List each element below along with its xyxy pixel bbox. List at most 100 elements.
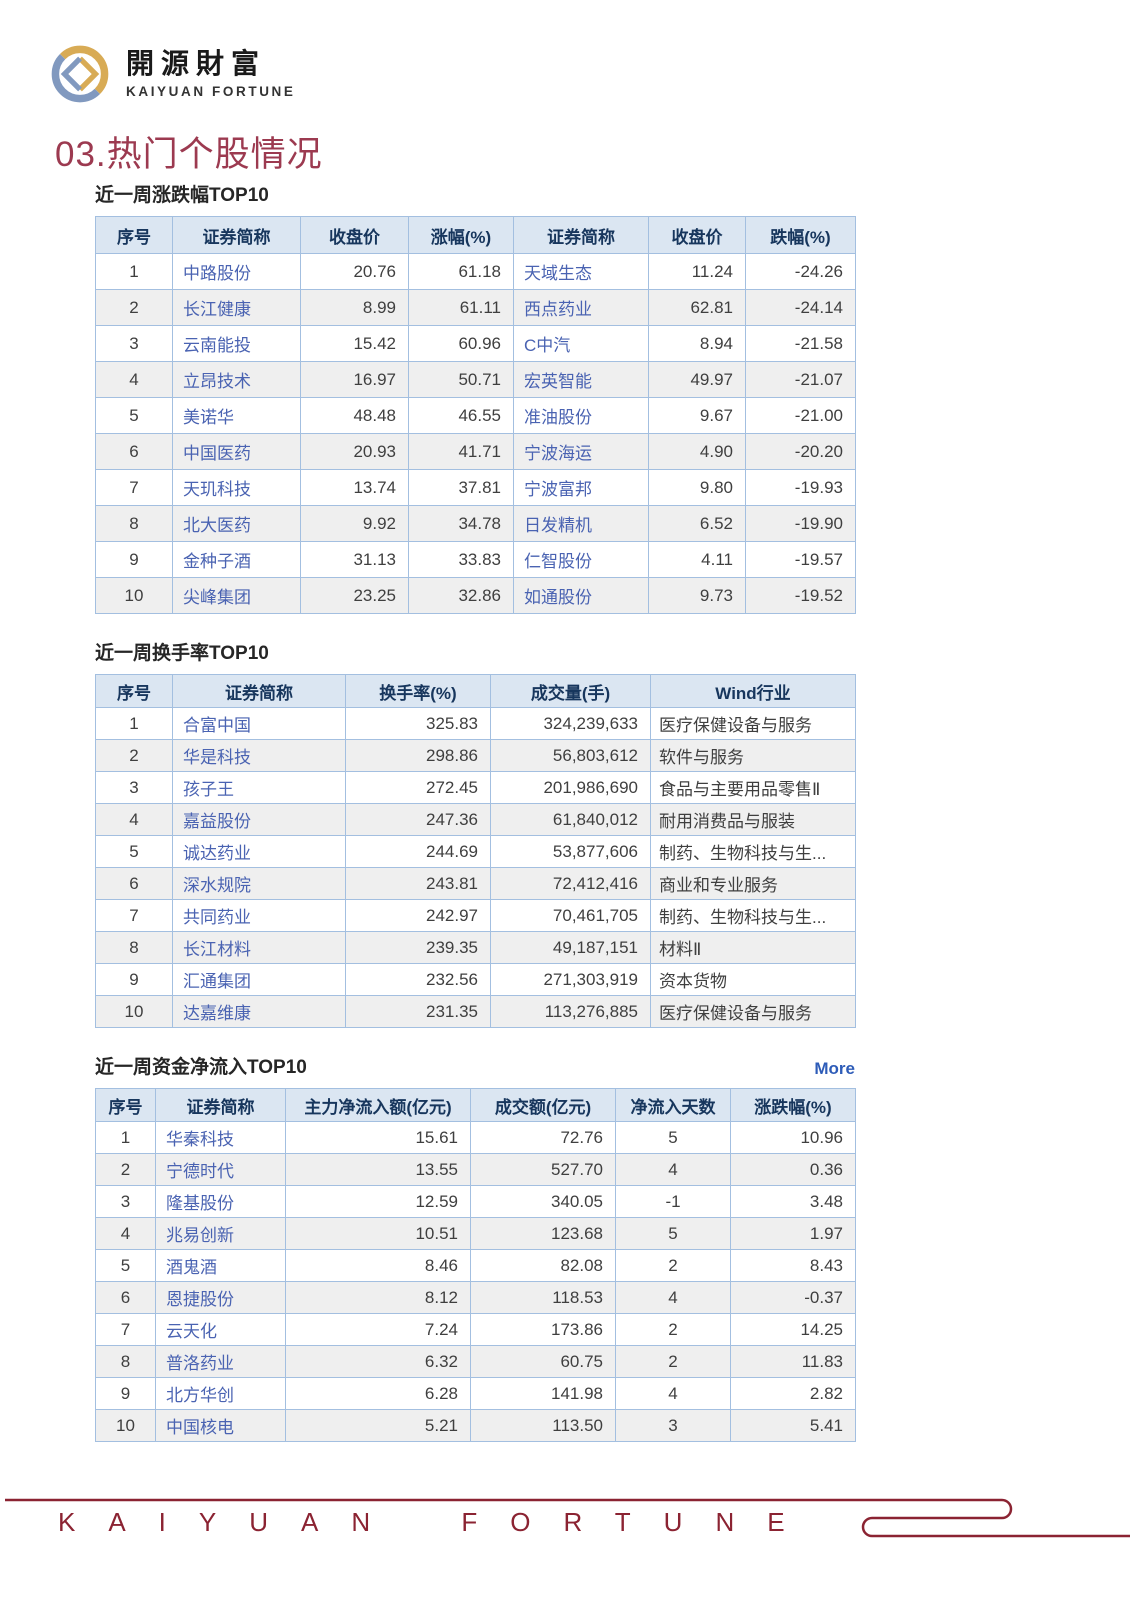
stock-link[interactable]: 中国医药 xyxy=(172,433,301,470)
weekly-change-table: 序号 证券简称 收盘价 涨幅(%) 证券简称 收盘价 跌幅(%) 1 中路股份 20.76 61.… xyxy=(95,216,856,614)
stock-link[interactable]: 准油股份 xyxy=(513,397,649,434)
more-link[interactable]: More xyxy=(814,1059,855,1078)
stock-link[interactable]: 天域生态 xyxy=(513,253,649,290)
table-row: 8 长江材料 239.35 49,187,151 材料Ⅱ xyxy=(95,931,856,964)
stock-link[interactable]: 金种子酒 xyxy=(172,541,301,578)
table-row: 2 华是科技 298.86 56,803,612 软件与服务 xyxy=(95,739,856,772)
stock-link[interactable]: 美诺华 xyxy=(172,397,301,434)
table-cell: 243.81 xyxy=(345,867,491,900)
table-cell: 141.98 xyxy=(470,1377,616,1410)
table-cell: 61.11 xyxy=(408,289,514,326)
table-cell: 6 xyxy=(95,867,173,900)
table-cell: 2 xyxy=(95,289,173,326)
table-cell: 232.56 xyxy=(345,963,491,996)
table-cell: 医疗保健设备与服务 xyxy=(650,995,856,1028)
stock-link[interactable]: 普洛药业 xyxy=(155,1345,286,1378)
stock-link[interactable]: 中路股份 xyxy=(172,253,301,290)
stock-link[interactable]: 西点药业 xyxy=(513,289,649,326)
section-title: 近一周涨跌幅TOP10 xyxy=(95,185,269,206)
stock-link[interactable]: 云南能投 xyxy=(172,325,301,362)
table-cell: 72.76 xyxy=(470,1121,616,1154)
column-header: 成交额(亿元) xyxy=(470,1088,616,1122)
stock-link[interactable]: 合富中国 xyxy=(172,707,346,740)
table-cell: 61.18 xyxy=(408,253,514,290)
table-cell: 6 xyxy=(95,1281,156,1314)
column-header: 证券简称 xyxy=(172,216,301,254)
stock-link[interactable]: 诚达药业 xyxy=(172,835,346,868)
footer-wordmark: KAIYUAN FORTUNE xyxy=(58,1507,818,1537)
table-cell: 医疗保健设备与服务 xyxy=(650,707,856,740)
column-header: 证券简称 xyxy=(513,216,649,254)
stock-link[interactable]: 北大医药 xyxy=(172,505,301,542)
table-cell: 34.78 xyxy=(408,505,514,542)
stock-link[interactable]: 如通股份 xyxy=(513,577,649,614)
table-row: 6 恩捷股份 8.12 118.53 4 -0.37 xyxy=(95,1281,856,1314)
table-cell: 3 xyxy=(95,771,173,804)
stock-link[interactable]: 中国核电 xyxy=(155,1409,286,1442)
table-cell: 325.83 xyxy=(345,707,491,740)
table-cell: 0.36 xyxy=(730,1153,856,1186)
stock-link[interactable]: 长江材料 xyxy=(172,931,346,964)
column-header: 序号 xyxy=(95,216,173,254)
table-cell: 4 xyxy=(615,1281,731,1314)
table-cell: 资本货物 xyxy=(650,963,856,996)
table-cell: -24.26 xyxy=(745,253,856,290)
table-cell: 8 xyxy=(95,505,173,542)
stock-link[interactable]: 宏英智能 xyxy=(513,361,649,398)
stock-link[interactable]: 立昂技术 xyxy=(172,361,301,398)
stock-link[interactable]: 宁波海运 xyxy=(513,433,649,470)
table-cell: 4 xyxy=(615,1377,731,1410)
stock-link[interactable]: 嘉益股份 xyxy=(172,803,346,836)
table-cell: 10 xyxy=(95,995,173,1028)
stock-link[interactable]: 孩子王 xyxy=(172,771,346,804)
table-cell: 2 xyxy=(615,1345,731,1378)
stock-link[interactable]: 达嘉维康 xyxy=(172,995,346,1028)
table-cell: 9.92 xyxy=(300,505,409,542)
column-header: Wind行业 xyxy=(650,674,856,708)
stock-link[interactable]: 共同药业 xyxy=(172,899,346,932)
stock-link[interactable]: 兆易创新 xyxy=(155,1217,286,1250)
table-cell: -0.37 xyxy=(730,1281,856,1314)
table-cell: -21.58 xyxy=(745,325,856,362)
stock-link[interactable]: 酒鬼酒 xyxy=(155,1249,286,1282)
table-cell: 3 xyxy=(615,1409,731,1442)
column-header: 跌幅(%) xyxy=(745,216,856,254)
table-row: 1 华秦科技 15.61 72.76 5 10.96 xyxy=(95,1121,856,1154)
stock-link[interactable]: 华是科技 xyxy=(172,739,346,772)
table-cell: 4 xyxy=(95,803,173,836)
table-cell: 242.97 xyxy=(345,899,491,932)
stock-link[interactable]: 华秦科技 xyxy=(155,1121,286,1154)
stock-link[interactable]: 隆基股份 xyxy=(155,1185,286,1218)
stock-link[interactable]: 宁德时代 xyxy=(155,1153,286,1186)
stock-link[interactable]: 仁智股份 xyxy=(513,541,649,578)
table-cell: 8.12 xyxy=(285,1281,471,1314)
stock-link[interactable]: 长江健康 xyxy=(172,289,301,326)
table-cell: 13.74 xyxy=(300,469,409,506)
footer-ribbon-line xyxy=(5,1498,1130,1538)
stock-link[interactable]: 云天化 xyxy=(155,1313,286,1346)
table-cell: 46.55 xyxy=(408,397,514,434)
table-cell: 6 xyxy=(95,433,173,470)
table-cell: 2 xyxy=(95,1153,156,1186)
stock-link[interactable]: 尖峰集团 xyxy=(172,577,301,614)
table-cell: 4.11 xyxy=(648,541,746,578)
table-cell: 9 xyxy=(95,1377,156,1410)
stock-link[interactable]: 日发精机 xyxy=(513,505,649,542)
stock-link[interactable]: C中汽 xyxy=(513,325,649,362)
table-cell: 1.97 xyxy=(730,1217,856,1250)
table-row: 6 中国医药 20.93 41.71 宁波海运 4.90 -20.20 xyxy=(95,433,856,470)
table-cell: 3 xyxy=(95,1185,156,1218)
table-cell: 9 xyxy=(95,963,173,996)
stock-link[interactable]: 恩捷股份 xyxy=(155,1281,286,1314)
stock-link[interactable]: 北方华创 xyxy=(155,1377,286,1410)
table-cell: 制药、生物科技与生... xyxy=(650,899,856,932)
table-row: 5 诚达药业 244.69 53,877,606 制药、生物科技与生... xyxy=(95,835,856,868)
stock-link[interactable]: 宁波富邦 xyxy=(513,469,649,506)
stock-link[interactable]: 天玑科技 xyxy=(172,469,301,506)
table-cell: 11.24 xyxy=(648,253,746,290)
content: 近一周涨跌幅TOP10 序号 证券简称 收盘价 涨幅(%) 证券简称 收盘价 跌幅(%) 1… xyxy=(95,180,856,1466)
stock-link[interactable]: 汇通集团 xyxy=(172,963,346,996)
table-cell: 4.90 xyxy=(648,433,746,470)
table-cell: -1 xyxy=(615,1185,731,1218)
stock-link[interactable]: 深水规院 xyxy=(172,867,346,900)
